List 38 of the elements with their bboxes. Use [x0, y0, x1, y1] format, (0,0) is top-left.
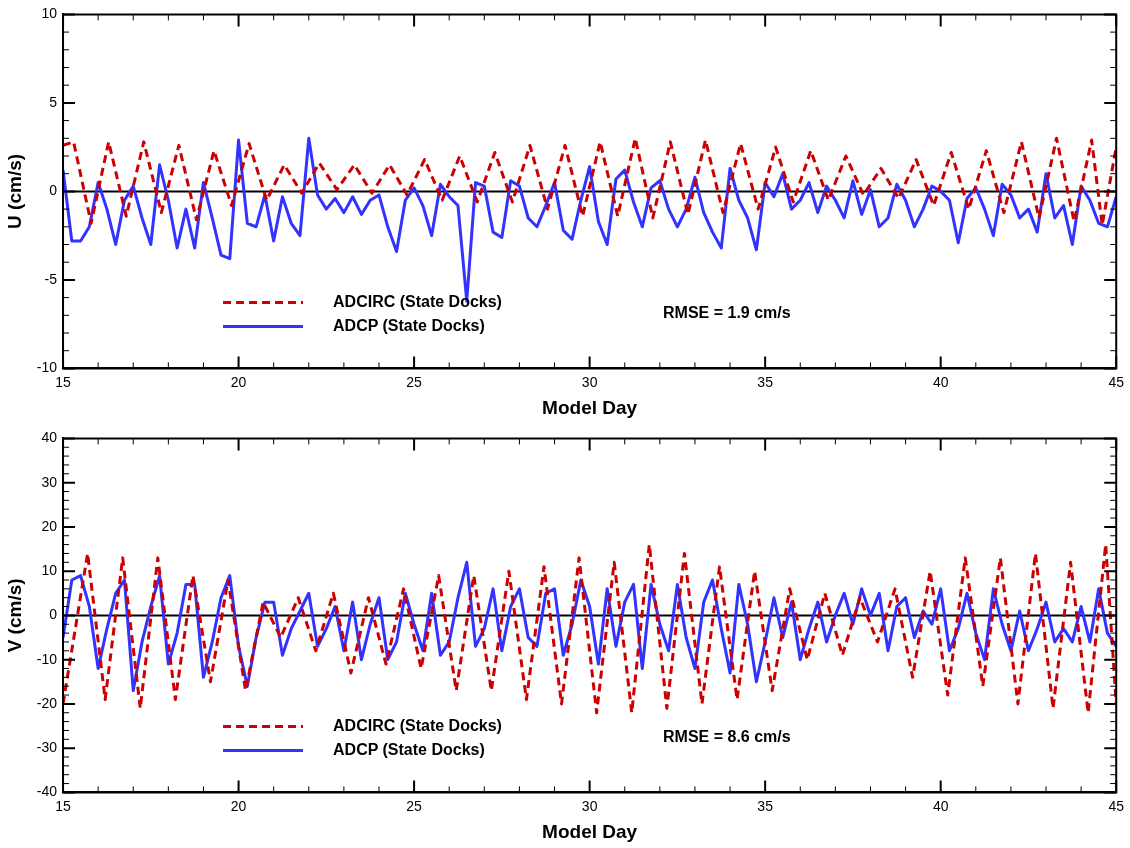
legend-label: ADCIRC (State Docks) — [333, 292, 502, 310]
x-tick-label: 40 — [932, 373, 949, 390]
x-tick-label: 35 — [757, 797, 774, 814]
y-tick-label: 5 — [49, 93, 58, 110]
x-tick-label: 20 — [230, 797, 247, 814]
x-tick-label: 20 — [230, 373, 247, 390]
x-tick-label: 45 — [1108, 373, 1125, 390]
x-tick-label: 35 — [757, 373, 774, 390]
y-axis-title: U (cm/s) — [3, 153, 25, 229]
x-axis-title: Model Day — [542, 396, 638, 418]
legend-label: ADCP (State Docks) — [333, 316, 485, 334]
y-tick-label: 10 — [41, 5, 58, 22]
x-tick-label: 45 — [1108, 797, 1125, 814]
x-tick-label: 30 — [581, 373, 598, 390]
y-tick-label: -30 — [36, 739, 58, 756]
x-tick-label: 30 — [581, 797, 598, 814]
annotation: RMSE = 8.6 cm/s — [663, 727, 791, 745]
x-tick-label: 25 — [406, 373, 423, 390]
annotation: RMSE = 1.9 cm/s — [663, 303, 791, 321]
y-tick-label: -10 — [36, 650, 58, 667]
x-tick-label: 40 — [932, 797, 949, 814]
y-tick-label: 10 — [41, 562, 58, 579]
x-axis-title: Model Day — [542, 820, 638, 842]
legend-label: ADCIRC (State Docks) — [333, 716, 502, 734]
y-tick-label: -20 — [36, 694, 58, 711]
y-axis-title: V (cm/s) — [3, 578, 25, 653]
y-tick-label: -5 — [44, 270, 58, 287]
y-tick-label: 20 — [41, 517, 58, 534]
y-tick-label: 0 — [49, 182, 58, 199]
legend-label: ADCP (State Docks) — [333, 740, 485, 758]
x-tick-label: 15 — [55, 373, 72, 390]
x-tick-label: 25 — [406, 797, 423, 814]
y-tick-label: -40 — [36, 783, 58, 800]
y-tick-label: 0 — [49, 606, 58, 623]
y-tick-label: -10 — [36, 359, 58, 376]
y-tick-label: 30 — [41, 473, 58, 490]
x-tick-label: 15 — [55, 797, 72, 814]
y-tick-label: 40 — [41, 429, 58, 446]
